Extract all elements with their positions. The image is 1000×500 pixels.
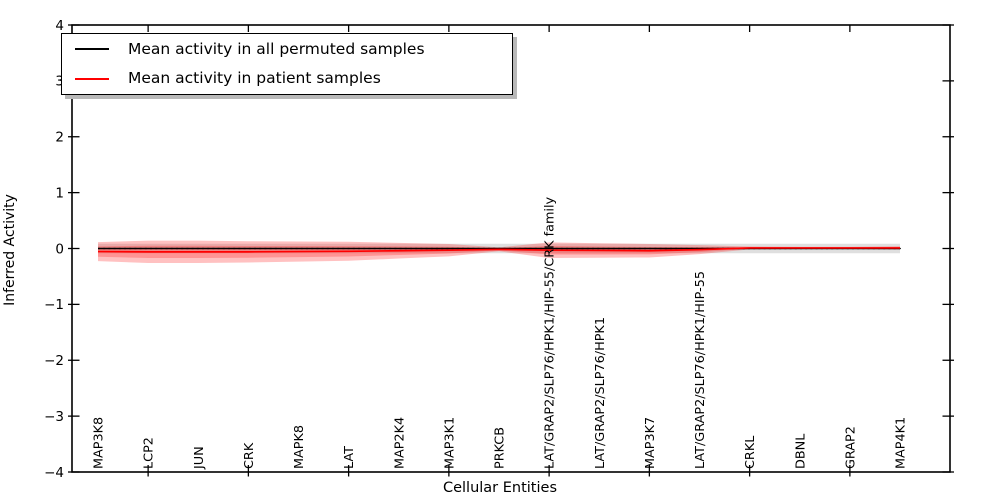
y-tick-label: −2 xyxy=(44,353,64,369)
y-tick-label: 2 xyxy=(55,130,64,146)
x-tick-label: MAP3K8 xyxy=(92,417,107,469)
y-tick-label: 3 xyxy=(55,74,64,90)
y-tick-label: −4 xyxy=(44,465,64,481)
x-tick-label: LAT xyxy=(342,446,357,469)
x-tick-label: MAP4K1 xyxy=(894,417,909,469)
x-tick-label: LAT/GRAP2/SLP76/HPK1 xyxy=(593,317,608,469)
legend-line-patient-icon xyxy=(75,77,109,80)
x-tick-label: GRAP2 xyxy=(843,426,858,469)
y-axis-label: Inferred Activity xyxy=(2,194,18,306)
y-tick-label: −3 xyxy=(44,409,64,425)
legend-item-patient: Mean activity in patient samples xyxy=(62,65,512,93)
x-tick-label: JUN xyxy=(192,446,207,470)
x-tick-label: CRK xyxy=(242,442,257,469)
patient-mean-line xyxy=(97,247,900,253)
x-tick-label: MAPK8 xyxy=(292,425,307,469)
legend-item-permuted: Mean activity in all permuted samples xyxy=(62,35,512,63)
y-tick-label: 1 xyxy=(55,185,64,201)
x-tick-label: LAT/GRAP2/SLP76/HPK1/HIP-55 xyxy=(693,271,708,469)
x-tick-label: MAP2K4 xyxy=(392,417,407,469)
x-tick-label: MAP3K7 xyxy=(643,417,658,469)
y-tick-label: 0 xyxy=(55,241,64,257)
x-tick-label: LCP2 xyxy=(142,437,157,469)
patient-std-band-outer xyxy=(98,240,900,264)
x-tick-label: LAT/GRAP2/SLP76/HPK1/HIP-55/CRK family xyxy=(543,196,558,469)
x-tick-label: DBNL xyxy=(793,433,808,469)
legend: Mean activity in all permuted samples Me… xyxy=(61,33,513,95)
y-tick-label: 4 xyxy=(55,18,64,34)
x-axis-label: Cellular Entities xyxy=(442,480,558,496)
legend-line-permuted-icon xyxy=(75,48,109,51)
legend-label-patient: Mean activity in patient samples xyxy=(128,68,381,87)
x-tick-label: MAP3K1 xyxy=(442,417,457,469)
legend-label-permuted: Mean activity in all permuted samples xyxy=(128,39,425,58)
y-tick-label: −1 xyxy=(44,297,64,313)
x-tick-label: PRKCB xyxy=(493,427,508,469)
x-tick-label: CRKL xyxy=(743,435,758,469)
